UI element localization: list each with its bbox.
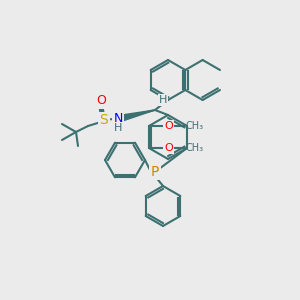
Polygon shape: [121, 110, 155, 121]
Text: O: O: [165, 121, 173, 131]
Text: CH₃: CH₃: [186, 121, 204, 131]
Text: S: S: [100, 113, 108, 127]
Text: N: N: [113, 112, 123, 125]
Text: H: H: [159, 95, 167, 105]
Text: CH₃: CH₃: [186, 143, 204, 153]
Text: H: H: [114, 123, 122, 133]
Text: P: P: [151, 165, 159, 179]
Text: O: O: [165, 143, 173, 153]
Text: O: O: [96, 94, 106, 107]
